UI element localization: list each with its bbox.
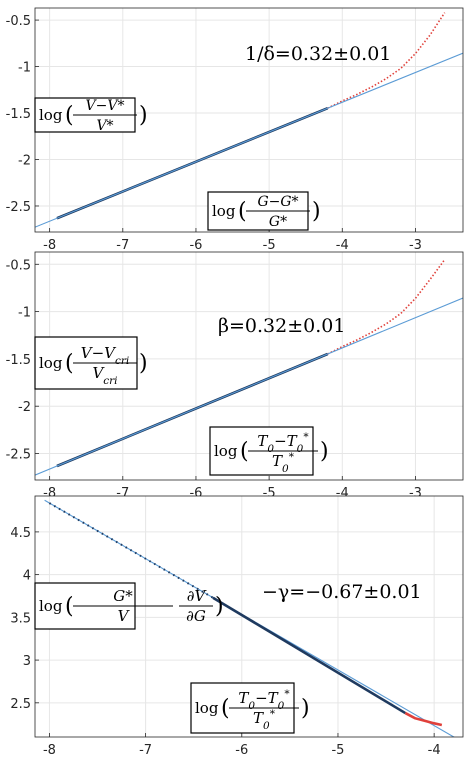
panel-1-ytick-label-1: -2 (18, 154, 31, 169)
panel-2-xlabel-box-numerator: T0−T0* (257, 431, 309, 455)
panel-3-ylabel-box-lparen: ( (65, 594, 74, 619)
panel-3-xlabel-box: log( T0−T0*T0*) (190, 682, 310, 734)
panel-1-ylabel-box-denominator: V* (96, 118, 113, 134)
panel-3-series-1-data-sparse (48, 502, 214, 599)
panel-3-xlabel-box-lparen: ( (221, 696, 230, 721)
panel-3-xlabel-box-numerator: T0−T0* (238, 688, 290, 712)
panel-2-xlabel-box-denominator: T0* (272, 451, 295, 475)
panel-3-ytick-label-3: 4 (23, 569, 31, 584)
panel-1-ylabel-box-rparen: ) (139, 103, 148, 128)
panel-3-ylabel-box-deriv-denominator: ∂G (186, 607, 206, 625)
panel-3-ylabel-box-rparen: ) (215, 594, 224, 619)
panel-1-ylabel-box-numerator: V−V* (86, 98, 125, 114)
panel-2-exponent-annotation: β=0.32±0.01 (218, 315, 345, 337)
panel-3-ytick-label-1: 3 (23, 654, 31, 669)
panel-1-xtick-label-3: -5 (263, 238, 276, 253)
panel-2-ylabel-box-log: log (39, 354, 63, 372)
panel-3-ylabel-box-numerator: G* (113, 587, 133, 605)
panel-1-series (35, 12, 463, 228)
panel-3-xtick-label-1: -7 (139, 743, 152, 758)
panel-3-exponent-annotation: −γ=−0.67±0.01 (262, 581, 422, 603)
panel-3-ytick-label-0: 2.5 (10, 697, 31, 712)
panel-2-ylabel-box-denominator: Vcri (92, 364, 117, 387)
panel-3-series-2-data (212, 596, 406, 715)
panel-1-xlabel-box-denominator: G* (269, 214, 287, 230)
panel-1-series-1-data-dev (327, 12, 446, 109)
panel-1-ylabel-box-log: log (39, 106, 63, 124)
panel-3-ytick-label-2: 3.5 (10, 611, 31, 626)
panel-2-xlabel-box-log: log (214, 442, 238, 460)
panel-3-xtick-label-3: -5 (331, 743, 344, 758)
panel-3-xtick-label-2: -6 (235, 743, 248, 758)
panel-2-xlabel-box-lparen: ( (240, 439, 249, 464)
panel-2-ytick-label-0: -2.5 (6, 448, 31, 463)
panel-1-xtick-label-5: -3 (409, 238, 422, 253)
panel-1-xtick-label-1: -7 (116, 238, 129, 253)
panel-3-series (44, 499, 455, 737)
panel-2-ytick-label-2: -1.5 (6, 353, 31, 368)
panel-1-ylabel-box-lparen: ( (65, 103, 74, 128)
panel-1-xlabel-box-lparen: ( (238, 199, 247, 224)
panel-2-xlabel-box-rparen: ) (320, 439, 329, 464)
panel-2-ylabel-box-rparen: ) (139, 351, 148, 376)
panel-3-xlabel-box-denominator: T0* (253, 708, 276, 732)
panel-1-xlabel-box-log: log (212, 202, 236, 220)
panel-3-series-3-data-dev (404, 711, 443, 727)
panel-1-ytick-label-0: -2.5 (6, 200, 31, 215)
panel-2-series (35, 259, 463, 476)
panel-2-ylabel-box-numerator: V−Vcri (81, 344, 130, 367)
panel-3-xlabel-box-log: log (195, 699, 219, 717)
panel-1-ytick-label-3: -1 (18, 61, 31, 76)
panel-3-ylabel-box: log( G* V ∂V ∂G) (34, 582, 224, 630)
panel-3-xlabel-box-rparen: ) (301, 696, 310, 721)
panel-3-ylabel-box-deriv-numerator: ∂V (187, 587, 208, 605)
panel-2-series-1-data-dev (327, 259, 446, 355)
panel-3-ylabel-box-log: log (39, 597, 63, 615)
panel-1-xtick-label-2: -6 (189, 238, 202, 253)
panel-1-series-2-fit (35, 52, 463, 228)
panel-1-ylabel-box: log( V−V* V*) (34, 97, 148, 134)
panel-2-ytick-label-4: -0.5 (6, 258, 31, 273)
panel-1-xlabel-box-rparen: ) (312, 199, 321, 224)
panel-1-ytick-label-4: -0.5 (6, 14, 31, 29)
panel-1-ytick-label-2: -1.5 (6, 107, 31, 122)
panel-2-series-2-fit (35, 297, 463, 476)
panel-2-ytick-label-1: -2 (18, 400, 31, 415)
panel-1-xlabel-box: log( G−G* G*) (207, 191, 321, 231)
panel-3-ylabel-box-denominator: V (118, 607, 131, 625)
panel-2-ytick-label-3: -1 (18, 306, 31, 321)
panel-1-exponent-annotation: 1/δ=0.32±0.01 (245, 43, 391, 65)
panel-2-xlabel-box: log( T0−T0*T0*) (209, 426, 329, 476)
panel-2-ylabel-box-lparen: ( (65, 351, 74, 376)
panel-1-xtick-label-0: -8 (43, 238, 56, 253)
panel-1-xtick-label-4: -4 (336, 238, 349, 253)
panel-3-ytick-label-4: 4.5 (10, 526, 31, 541)
panel-1-xlabel-box-numerator: G−G* (257, 194, 298, 210)
panel-3-xtick-label-4: -4 (428, 743, 441, 758)
panel-3-xtick-label-0: -8 (43, 743, 56, 758)
